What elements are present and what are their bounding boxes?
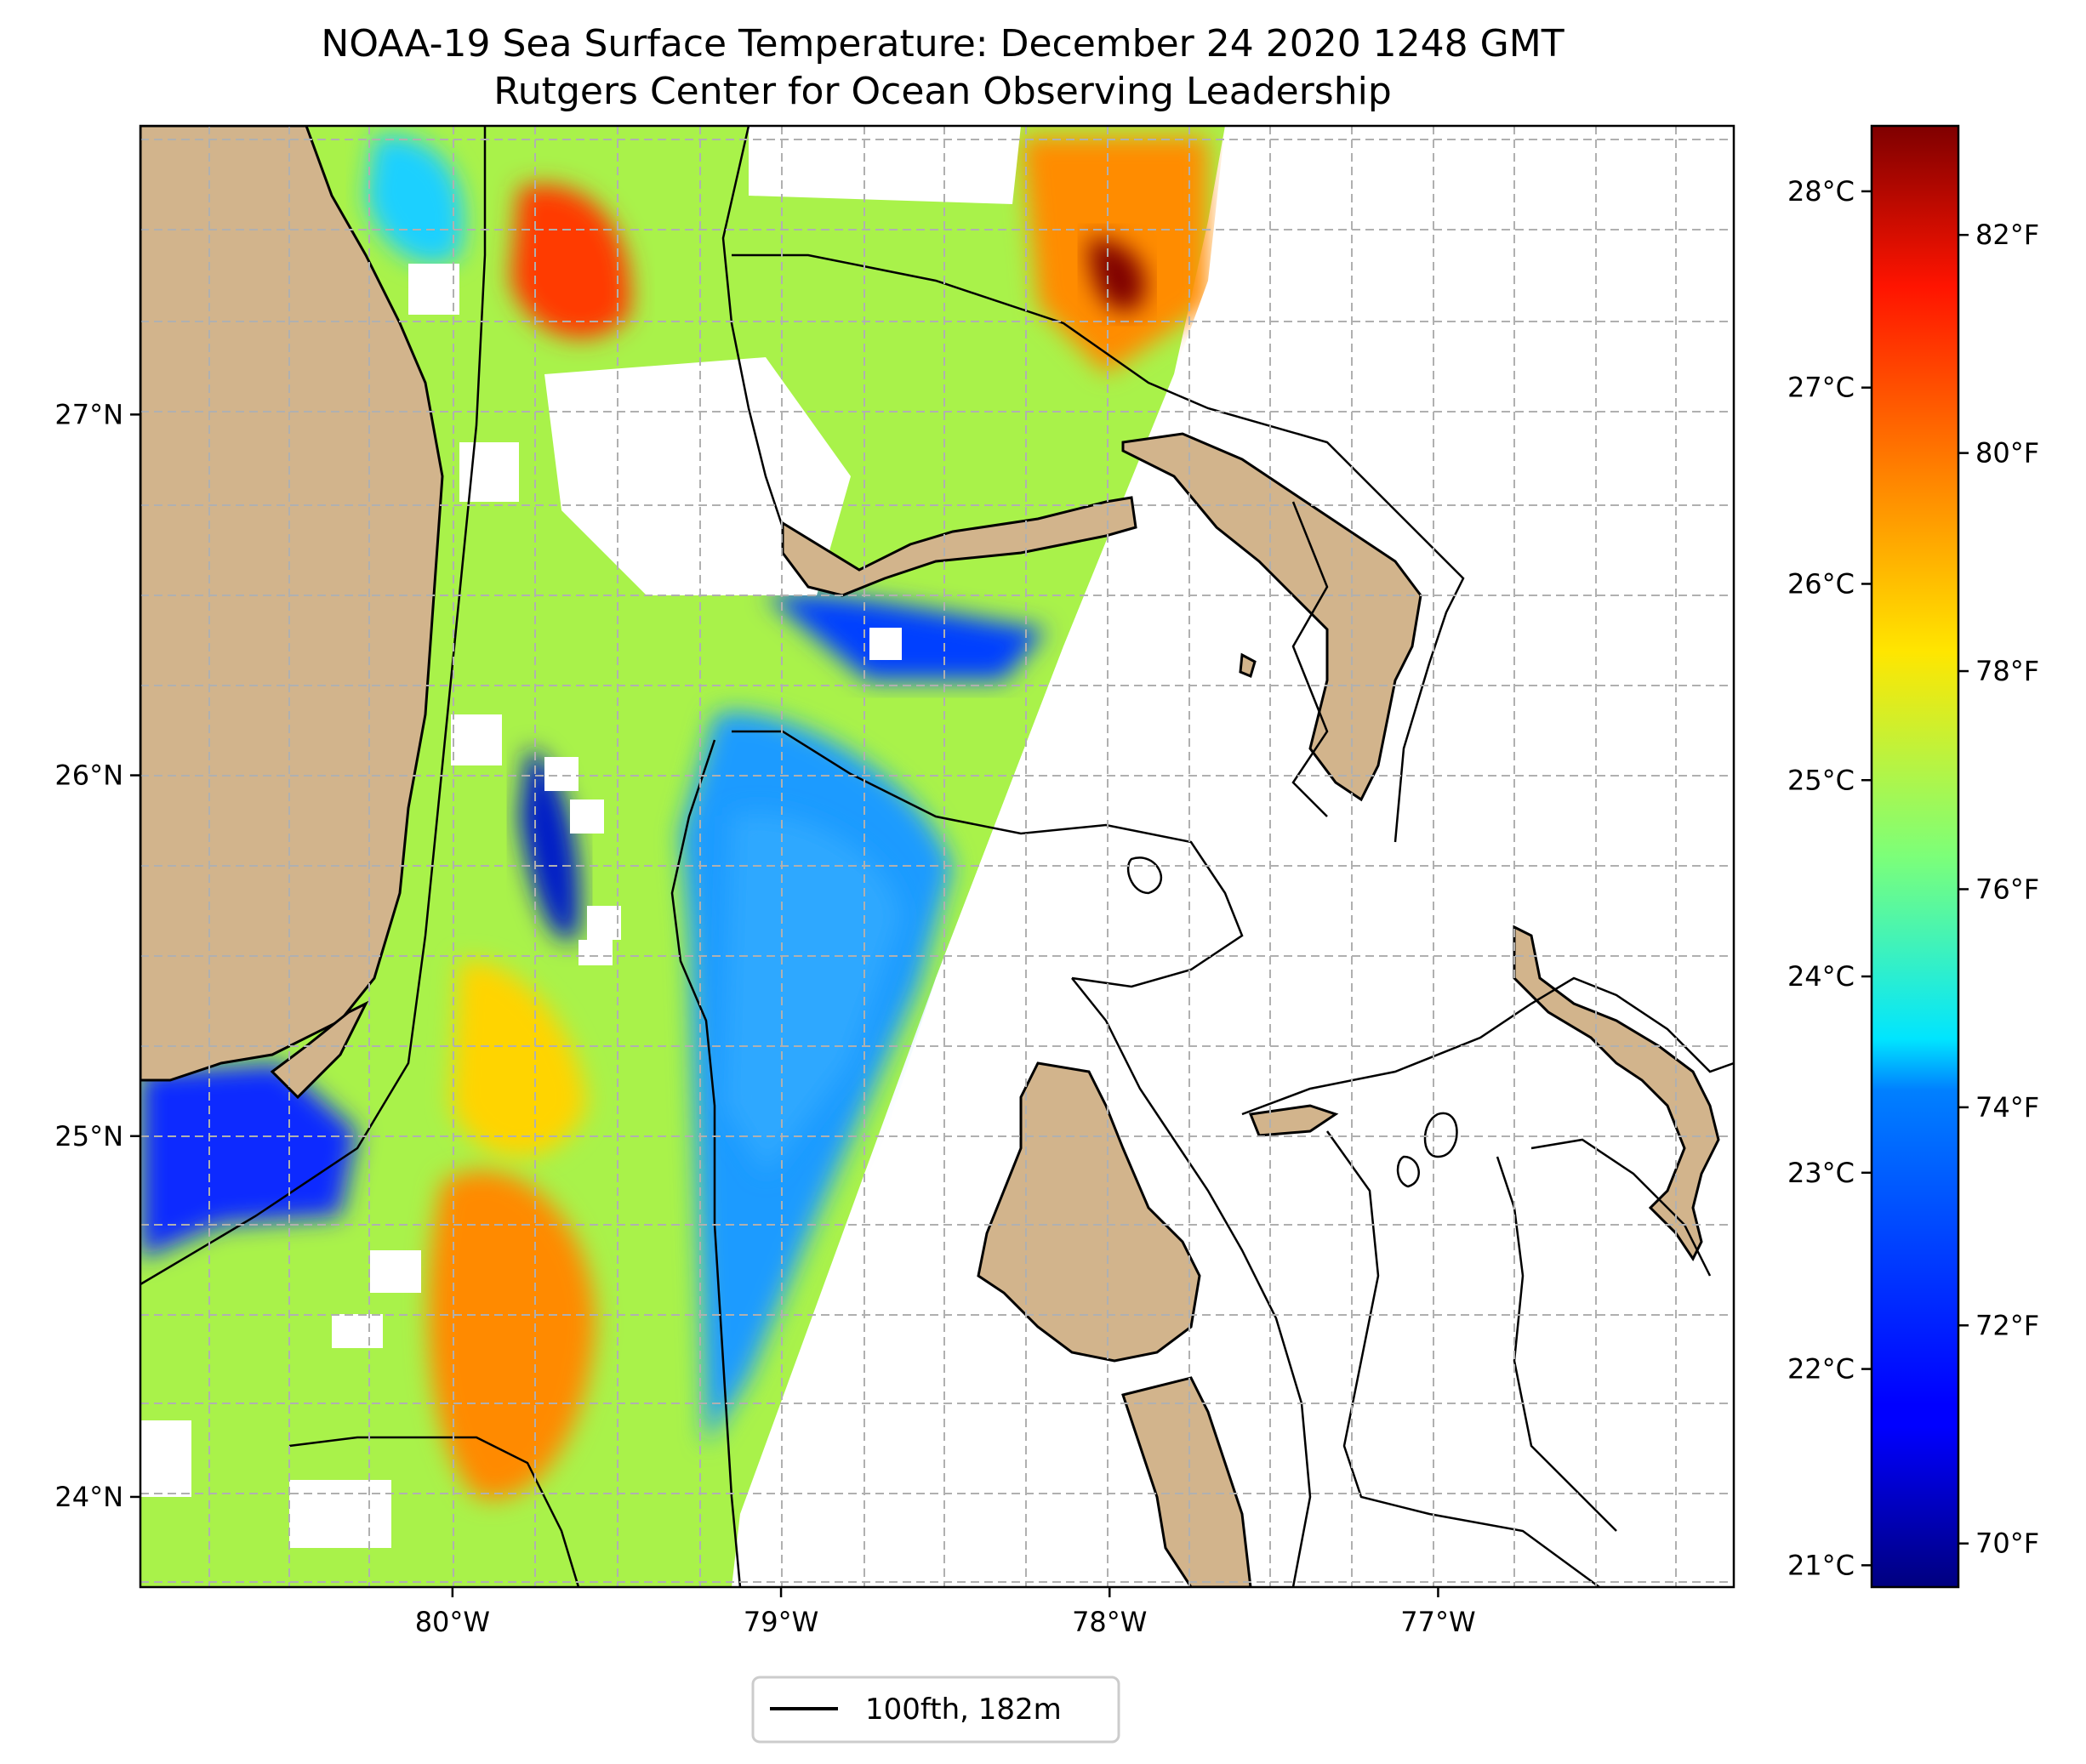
y-axis: 24°N 25°N 26°N 27°N (54, 398, 140, 1513)
new-providence-land (1248, 1104, 1339, 1137)
colorbar-f-tick-label: 70°F (1975, 1528, 2039, 1560)
x-tick-label: 78°W (1072, 1606, 1147, 1638)
andros-land (977, 1061, 1201, 1363)
florida-land (140, 126, 444, 1082)
colorbar-c-tick-label: 28°C (1787, 175, 1855, 208)
x-tick-label: 77°W (1400, 1606, 1475, 1638)
grand-bahama-land (781, 496, 1137, 597)
y-tick-label: 24°N (54, 1481, 123, 1513)
colorbar-f-tick-label: 80°F (1975, 437, 2039, 469)
colorbar-f-tick-label: 78°F (1975, 655, 2039, 687)
y-tick-label: 25°N (54, 1120, 123, 1152)
colorbar-c-tick-label: 26°C (1787, 567, 1855, 600)
abaco-land (1121, 432, 1422, 802)
colorbar-fahrenheit-ticks: 70°F 72°F 74°F 76°F 78°F 80°F 82°F (1958, 219, 2039, 1560)
figure-subtitle: Rutgers Center for Ocean Observing Leade… (493, 70, 1392, 113)
colorbar-celsius-ticks: 21°C 22°C 23°C 24°C 25°C 26°C 27°C 28°C (1787, 175, 1872, 1581)
figure-title: NOAA-19 Sea Surface Temperature: Decembe… (321, 22, 1564, 65)
colorbar-c-tick-label: 23°C (1787, 1157, 1855, 1189)
legend-box (751, 1676, 1120, 1744)
colorbar-f-tick-label: 74°F (1975, 1091, 2039, 1124)
legend: 100fth, 182m (751, 1676, 1120, 1744)
bathymetry-contour (140, 126, 1734, 1587)
legend-label: 100fth, 182m (865, 1693, 1062, 1727)
colorbar-c-tick-label: 21°C (1787, 1549, 1855, 1581)
x-tick-label: 79°W (744, 1606, 818, 1638)
y-tick-label: 27°N (54, 398, 123, 430)
x-tick-label: 80°W (415, 1606, 490, 1638)
colorbar: 70°F 72°F 74°F 76°F 78°F 80°F 82°F 21°C 22°C 23°… (1787, 124, 2039, 1589)
colorbar-f-tick-label: 82°F (1975, 219, 2039, 251)
map-frame (139, 124, 1735, 1589)
no-data-areas (140, 126, 1734, 1587)
gridlines (140, 126, 1734, 1587)
land (140, 126, 1720, 1587)
colorbar-c-tick-label: 24°C (1787, 960, 1855, 993)
berry-islands-land (1239, 652, 1257, 679)
colorbar-gradient (1870, 124, 1960, 1589)
colorbar-f-tick-label: 76°F (1975, 873, 2039, 905)
y-tick-label: 26°N (54, 760, 123, 792)
colorbar-c-tick-label: 22°C (1787, 1353, 1855, 1386)
x-axis: 80°W 79°W 78°W 77°W (415, 1587, 1476, 1638)
colorbar-c-tick-label: 27°C (1787, 372, 1855, 404)
colorbar-c-tick-label: 25°C (1787, 764, 1855, 796)
andros-south-land (1121, 1376, 1252, 1587)
map-panel (139, 124, 1735, 1589)
colorbar-f-tick-label: 72°F (1975, 1309, 2039, 1341)
